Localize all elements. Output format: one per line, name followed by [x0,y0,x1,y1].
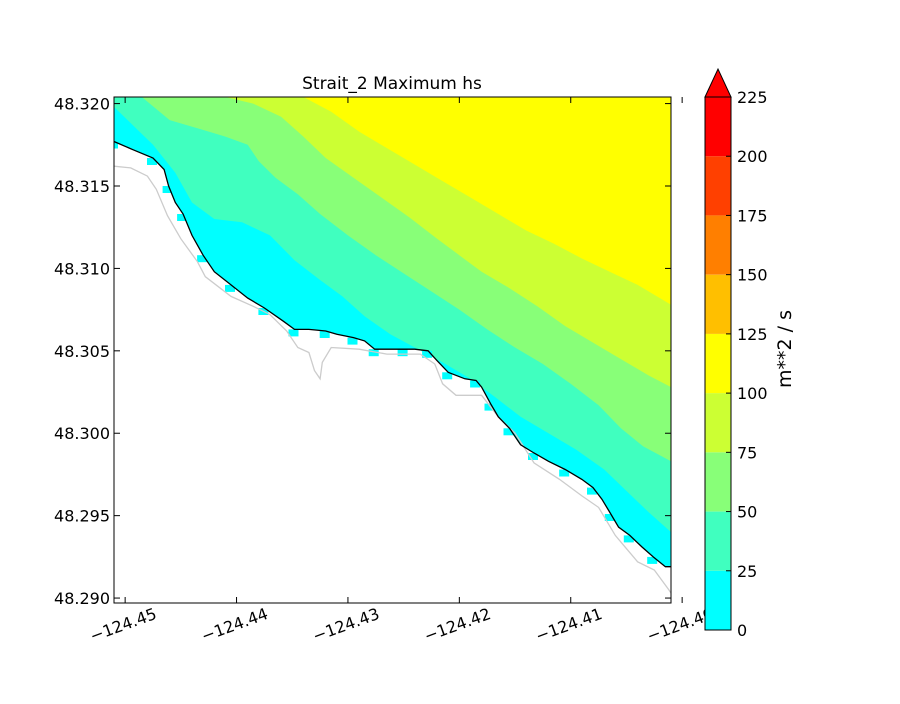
y-tick-label: 48.300 [54,424,110,443]
grid-cell [288,329,299,337]
colorbar-swatch [705,215,731,275]
grid-cell [225,284,235,292]
y-tick-label: 48.320 [54,95,110,114]
colorbar-tick-label: 25 [737,562,757,581]
outer-coastline [114,165,671,595]
colorbar-frame [704,96,732,631]
colorbar-swatch [705,511,731,571]
y-tick-label: 48.315 [54,177,110,196]
y-tick-label: 48.310 [54,259,110,278]
colorbar-ticks: 0 25 50 75 100 125 150 175 200 225 [726,88,768,640]
grid-cell [442,372,453,380]
colorbar-swatch [705,393,731,453]
colorbar-tick-label: 225 [737,88,768,107]
colorbar-swatch [705,97,731,157]
colorbar-swatch [705,333,731,394]
colorbar-label: m**2 / s [774,310,796,388]
grid-cell [319,331,330,338]
colorbar-tick-label: 175 [737,206,768,225]
y-tick-label: 48.290 [54,589,110,608]
contour-bands [114,97,671,567]
grid-cell [503,428,514,436]
x-tick-label: −124.44 [199,604,271,646]
grid-cell [347,337,358,345]
colorbar-tick-label: 150 [737,266,768,285]
colorbar-tick-label: 100 [737,384,768,403]
colorbar-tick-label: 200 [737,147,768,166]
plot-area [114,97,671,603]
grid-cell [422,350,433,358]
chart-title: Strait_2 Maximum hs [302,74,482,94]
grid-cell [604,514,615,521]
grid-cell [114,141,118,149]
colorbar-swatches [705,97,731,630]
grid-cell [162,186,173,193]
grid-cell [623,535,634,543]
x-tick-label: −124.41 [533,604,605,646]
colorbar: 0 25 50 75 100 125 150 175 200 225 m**2 / s [704,67,796,640]
colorbar-swatch [705,452,731,512]
x-tick-label: −124.42 [422,604,494,646]
colorbar-tick-label: 50 [737,503,757,522]
y-axis: 48.320 48.315 48.310 48.305 48.300 48.295 48.2… [54,95,671,608]
grid-cell [147,158,157,165]
grid-cell [587,487,597,495]
grid-cell [647,556,658,564]
colorbar-tick-label: 75 [737,443,757,462]
x-tick-label: −124.45 [87,604,159,646]
grid-cell [528,453,538,460]
grid-cell [559,469,570,477]
grid-cell [177,214,188,221]
grid-cell [470,380,481,388]
x-tick-label: −124.43 [310,604,382,646]
colorbar-tick-label: 0 [737,621,747,640]
grid-cell [484,403,495,411]
grid-cell [197,255,208,263]
grid-cell [397,349,408,357]
colorbar-swatch [705,274,731,334]
grid-cell [368,349,379,357]
y-tick-label: 48.305 [54,342,110,361]
colorbar-extend-max-arrow [704,67,732,98]
colorbar-swatch [705,156,731,216]
contour-band-100-125 [114,97,671,305]
y-tick-label: 48.295 [54,507,110,526]
coastline [114,140,671,568]
plot-frame [113,96,672,604]
colorbar-swatch [705,570,731,630]
colorbar-tick-label: 125 [737,325,768,344]
